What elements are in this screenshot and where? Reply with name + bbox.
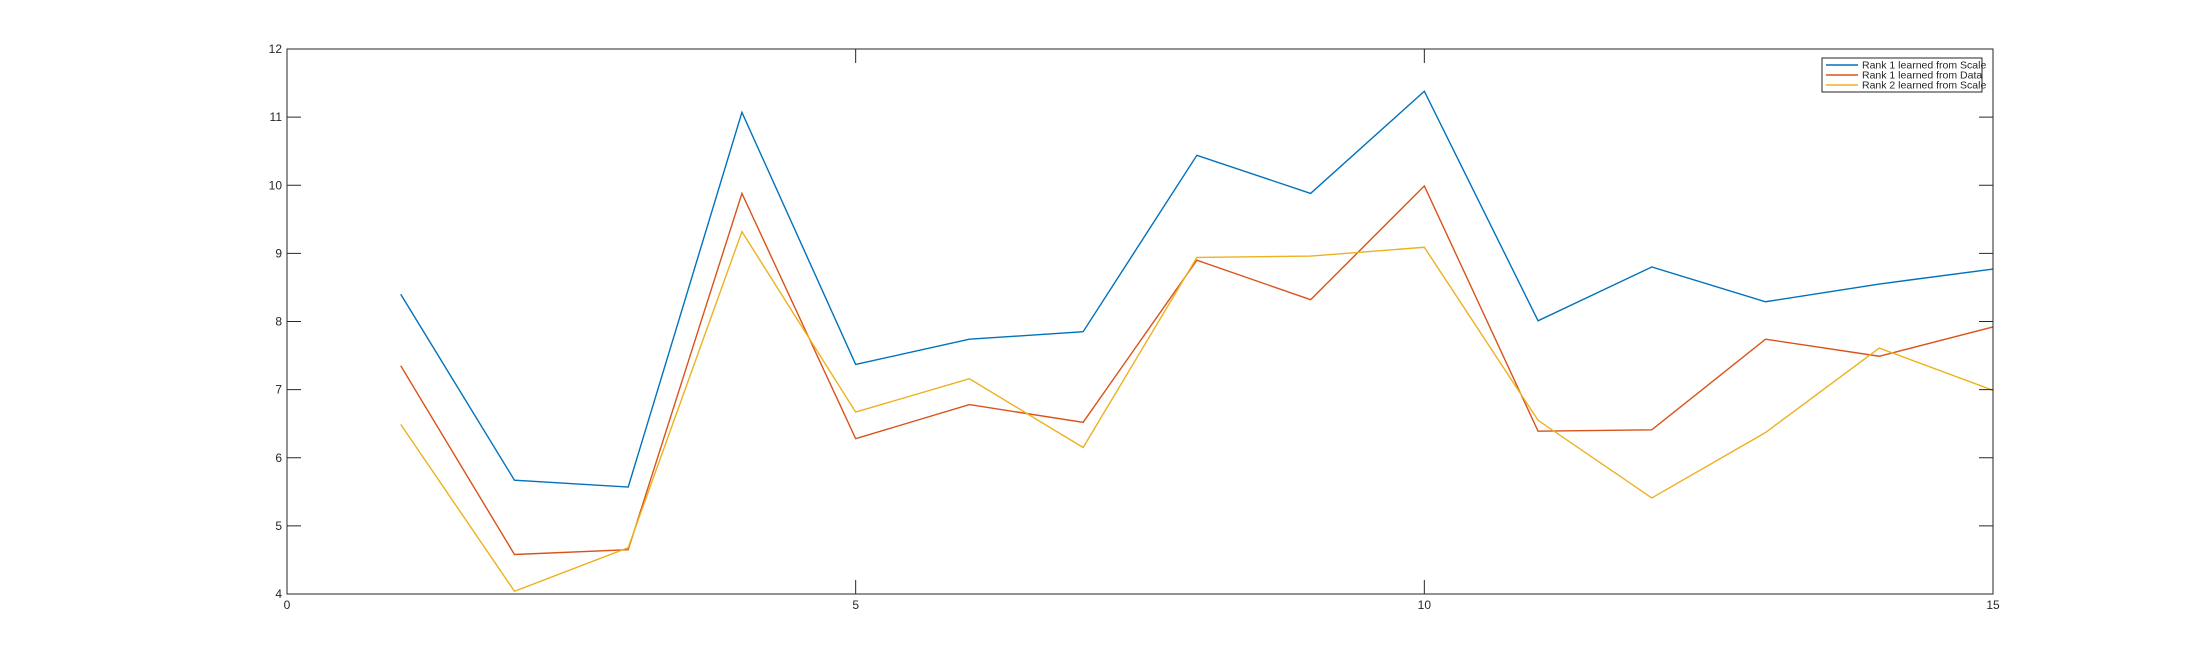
series-layer [400,90,1994,593]
plot-area [287,49,1993,594]
legend-label: Rank 1 learned from Scale [1862,60,1986,72]
x-tick-label: 0 [284,598,291,612]
y-tick-label: 10 [269,178,283,192]
series-line-1 [400,90,1994,488]
x-tick-label: 15 [1986,598,2000,612]
series-line-2 [400,184,1994,556]
y-tick-label: 7 [275,383,282,397]
series-line-3 [400,229,1994,593]
y-tick-label: 11 [270,110,283,124]
y-tick-label: 8 [275,315,282,329]
y-tick-label: 4 [275,587,282,601]
y-tick-label: 9 [275,246,282,260]
legend-label: Rank 2 learned from Scale [1862,80,1986,92]
axes-box [286,48,1994,595]
y-tick-label: 12 [269,42,283,56]
x-tick-label: 10 [1418,598,1432,612]
y-tick-label: 6 [275,451,282,465]
x-tick-label: 5 [852,598,859,612]
legend-label: Rank 1 learned from Data [1862,70,1982,82]
y-tick-label: 5 [275,519,282,533]
